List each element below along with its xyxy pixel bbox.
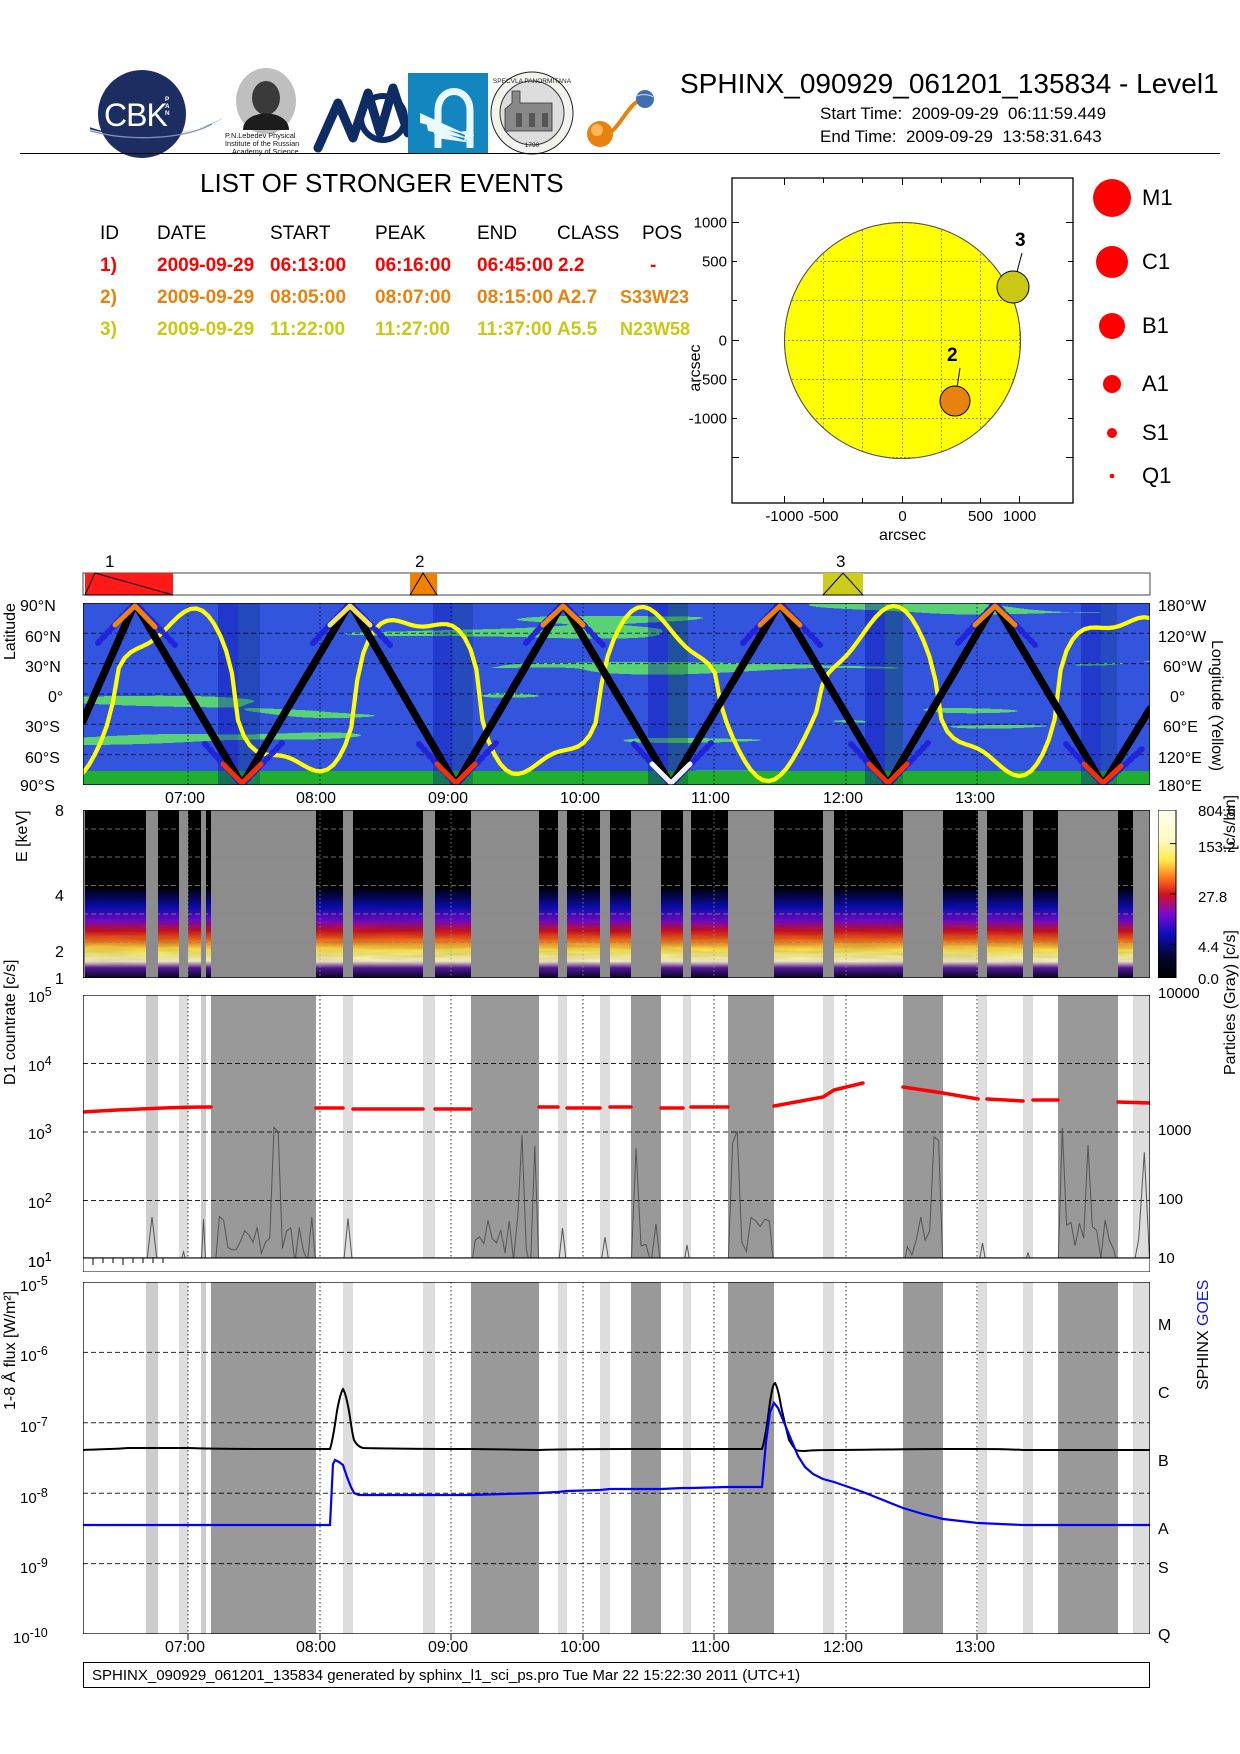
svg-text:500: 500 <box>702 254 727 271</box>
svg-text:0: 0 <box>898 508 906 525</box>
svg-text:A: A <box>165 103 170 110</box>
svg-text:M1: M1 <box>1142 185 1173 210</box>
svg-text:3: 3 <box>1015 230 1026 251</box>
svg-text:0: 0 <box>719 333 727 350</box>
svg-text:3: 3 <box>836 552 845 571</box>
svg-text:CBK: CBK <box>104 97 167 133</box>
svg-text:500: 500 <box>968 508 993 525</box>
svg-text:-500: -500 <box>808 508 838 525</box>
svg-text:SPECVLA PANORMITANA: SPECVLA PANORMITANA <box>493 78 572 85</box>
svg-text:1000: 1000 <box>1003 508 1036 525</box>
svg-text:A1: A1 <box>1142 371 1169 396</box>
svg-text:P: P <box>165 96 170 103</box>
svg-text:2: 2 <box>415 552 424 571</box>
svg-text:B1: B1 <box>1142 313 1169 338</box>
svg-text:C1: C1 <box>1142 249 1170 274</box>
svg-text:2: 2 <box>947 345 958 366</box>
svg-text:arcsec: arcsec <box>687 344 704 391</box>
svg-text:S1: S1 <box>1142 420 1169 445</box>
svg-text:-1000: -1000 <box>689 411 727 428</box>
svg-text:Q1: Q1 <box>1142 463 1171 488</box>
svg-text:-1000: -1000 <box>765 508 803 525</box>
svg-text:N: N <box>165 110 170 117</box>
svg-text:1: 1 <box>105 552 114 571</box>
svg-text:1790: 1790 <box>525 142 540 149</box>
svg-text:arcsec: arcsec <box>879 527 926 544</box>
svg-text:1000: 1000 <box>694 215 727 232</box>
svg-text:Academy of Science: Academy of Science <box>232 147 299 156</box>
